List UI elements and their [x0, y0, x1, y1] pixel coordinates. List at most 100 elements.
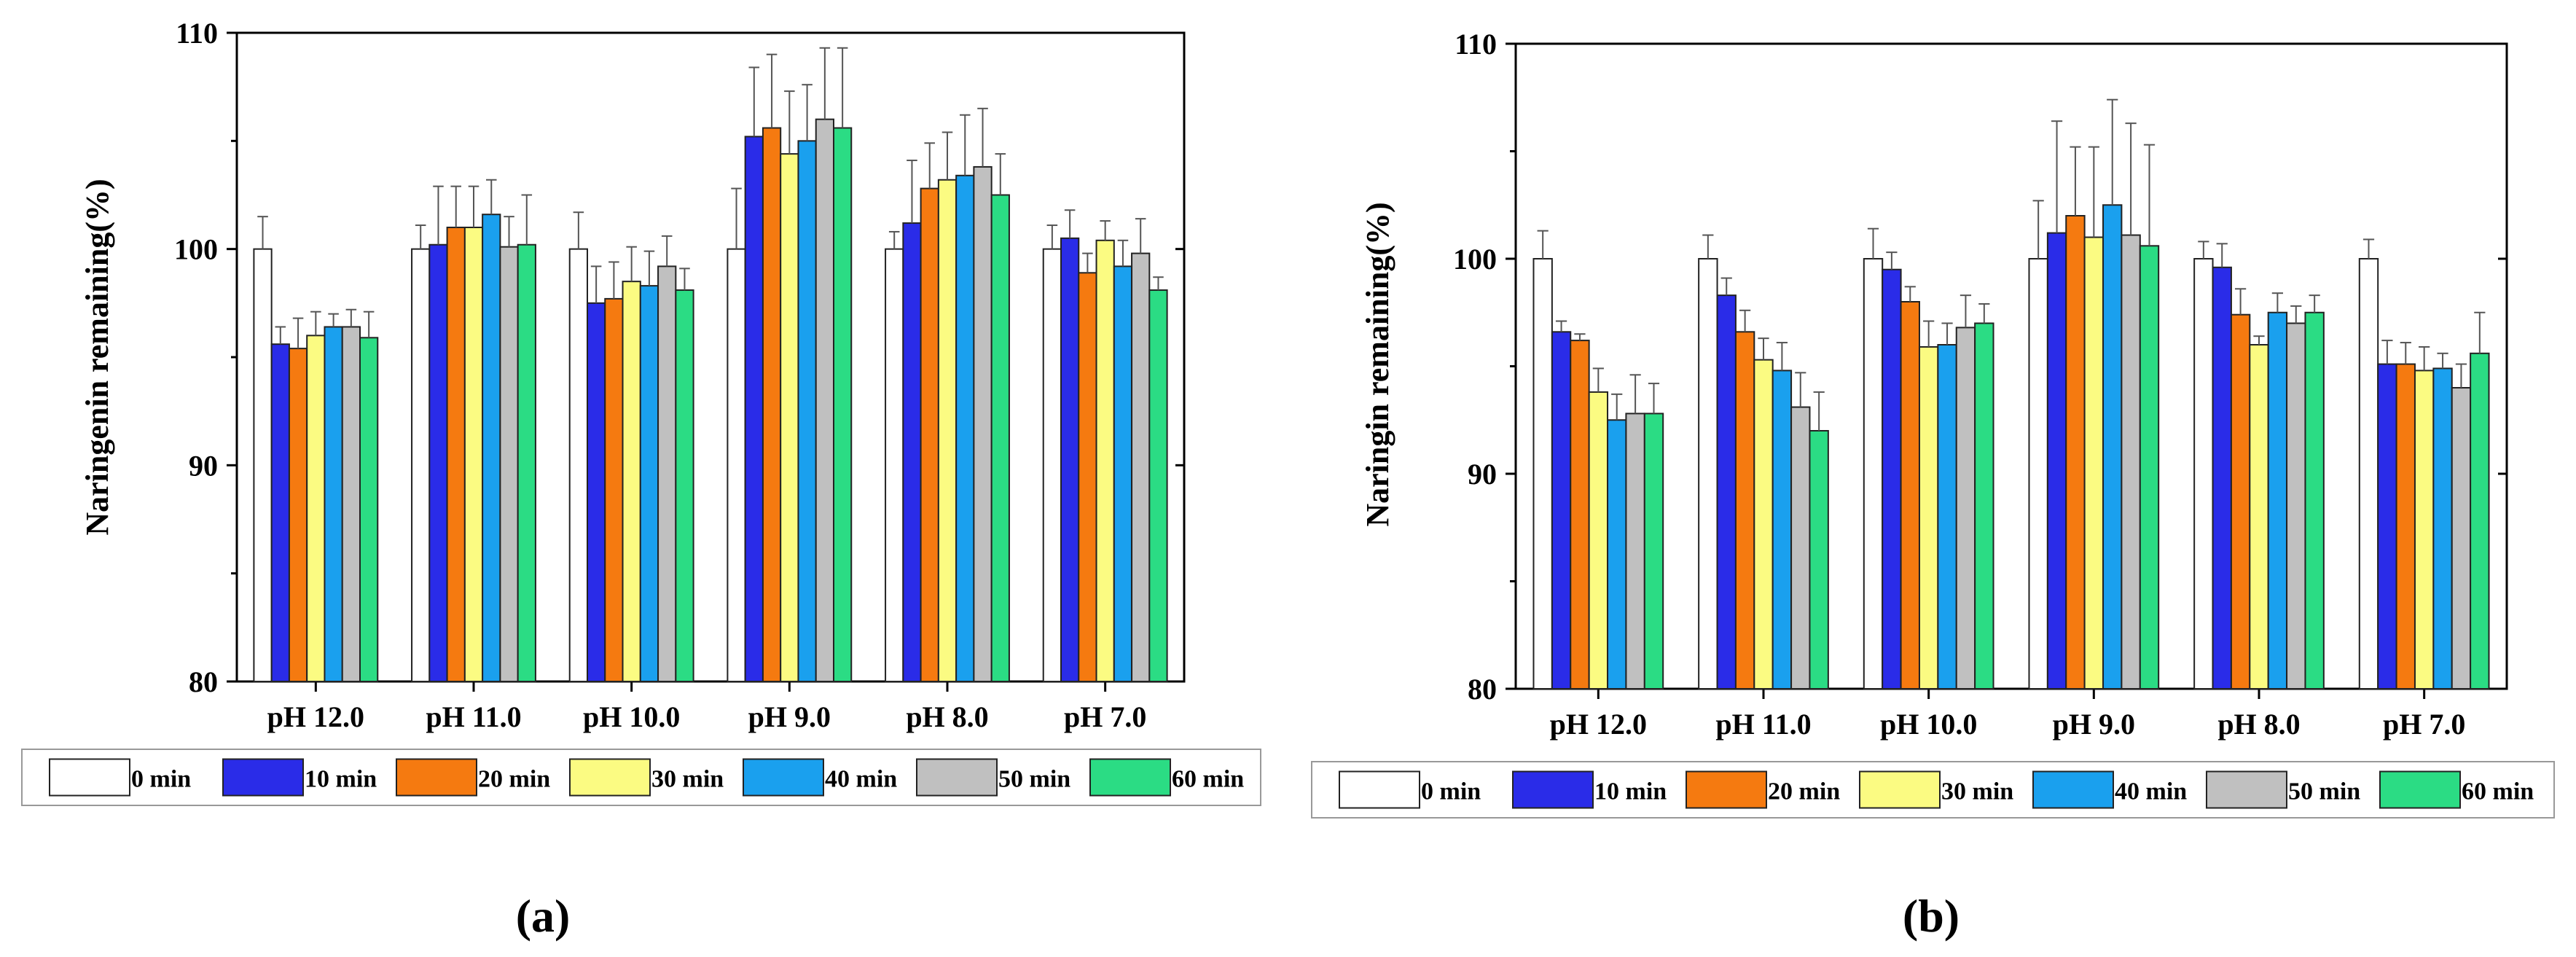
bar: [2139, 245, 2160, 690]
x-tick-label: pH 9.0: [2053, 708, 2135, 741]
bar: [411, 248, 431, 682]
bar: [762, 127, 782, 683]
legend-swatch: [916, 758, 998, 797]
legend-swatch: [1859, 770, 1941, 809]
x-tick-label: pH 7.0: [2383, 708, 2465, 741]
bar: [1588, 391, 1609, 690]
y-tick-label: 90: [189, 449, 218, 482]
bar: [1113, 265, 1133, 682]
y-tick-label: 100: [1453, 243, 1497, 276]
bar: [815, 118, 834, 682]
bar: [1863, 258, 1884, 690]
legend-swatch: [743, 758, 824, 797]
bar: [1809, 430, 1829, 690]
bar: [2083, 236, 2105, 690]
bar: [2249, 344, 2269, 690]
bar: [2230, 313, 2251, 690]
bar: [1042, 248, 1062, 682]
panel-a: 80 90 100 110 Naringenin remaining(%) pH 12.0…: [21, 17, 1261, 942]
legend-label: 30 min: [1941, 778, 2013, 805]
bar: [1148, 289, 1168, 682]
bar: [1607, 419, 1627, 690]
bar: [2377, 363, 2397, 690]
bar: [1095, 239, 1115, 682]
bar: [2470, 352, 2490, 690]
x-tick-label: pH 12.0: [1550, 708, 1647, 741]
y-tick-label: 80: [1468, 673, 1497, 706]
bar: [1753, 359, 1774, 690]
bar: [1551, 331, 1572, 690]
legend-label: 50 min: [2288, 778, 2360, 805]
bar: [990, 194, 1010, 682]
x-tick-label: pH 11.0: [1715, 708, 1811, 741]
bar: [288, 348, 308, 682]
bar: [1918, 345, 1939, 690]
y-tick-label: 110: [176, 17, 218, 50]
bar: [587, 302, 606, 683]
bar: [937, 179, 958, 682]
bar: [780, 153, 799, 682]
legend-swatch: [1686, 770, 1767, 809]
bar: [2413, 370, 2435, 690]
x-tick-label: pH 8.0: [2217, 708, 2300, 741]
bar: [463, 227, 484, 682]
bar: [604, 297, 624, 682]
y-axis-label: Naringenin remaining(%): [79, 179, 115, 535]
legend-swatch: [2379, 770, 2461, 809]
x-tick-label: pH 9.0: [748, 700, 831, 733]
panel-label: (b): [1903, 890, 1960, 942]
x-tick-label: pH 12.0: [267, 700, 364, 733]
bar: [2304, 311, 2325, 690]
legend-swatch: [396, 758, 477, 797]
legend-label: 60 min: [2462, 778, 2534, 805]
legend-label: 10 min: [1594, 778, 1667, 805]
bar: [2065, 215, 2086, 690]
legend-swatch: [1089, 758, 1171, 797]
legend-swatch: [49, 758, 130, 797]
x-tick-label: pH 7.0: [1064, 700, 1146, 733]
legend-label: 30 min: [651, 766, 724, 793]
bar: [1532, 258, 1553, 690]
bar: [2046, 232, 2067, 690]
bar: [727, 248, 746, 682]
legend-swatch: [1512, 770, 1594, 809]
legend-swatch: [569, 758, 651, 797]
bar: [1131, 252, 1151, 683]
bar: [639, 285, 659, 683]
legend-swatch: [222, 758, 304, 797]
bar: [2358, 258, 2379, 690]
bar: [1698, 258, 1718, 690]
bar: [482, 214, 501, 682]
y-tick-label: 90: [1468, 458, 1497, 491]
bar: [675, 289, 694, 682]
y-tick-label: 100: [174, 233, 218, 266]
bar: [622, 281, 641, 682]
legend-label: 0 min: [131, 766, 191, 793]
legend-swatch: [1339, 770, 1420, 809]
legend-label: 20 min: [478, 766, 550, 793]
bar: [2395, 363, 2416, 690]
plot-frame: [235, 31, 1186, 683]
panel-b: 80 90 100 110 Naringin remaining(%) pH 12.0 pH…: [1311, 28, 2555, 942]
bar: [1734, 331, 1755, 690]
bar: [902, 222, 922, 683]
y-tick-label: 110: [1455, 28, 1497, 60]
bar: [1772, 370, 1793, 690]
bar: [1643, 413, 1664, 690]
bar: [2028, 258, 2048, 690]
plot-frame: [1514, 42, 2508, 690]
bar: [359, 337, 379, 682]
bar: [1790, 406, 1811, 690]
bar: [1955, 327, 1976, 690]
bar: [446, 227, 466, 682]
bar: [1716, 294, 1737, 690]
bar: [1974, 322, 1994, 690]
x-tick-label: pH 8.0: [906, 700, 988, 733]
legend-label: 40 min: [2115, 778, 2187, 805]
x-tick-label: pH 10.0: [1880, 708, 1977, 741]
bar: [499, 246, 519, 682]
bar: [324, 326, 343, 682]
bar: [1900, 301, 1920, 690]
x-tick-label: pH 10.0: [583, 700, 680, 733]
bar: [270, 343, 290, 682]
